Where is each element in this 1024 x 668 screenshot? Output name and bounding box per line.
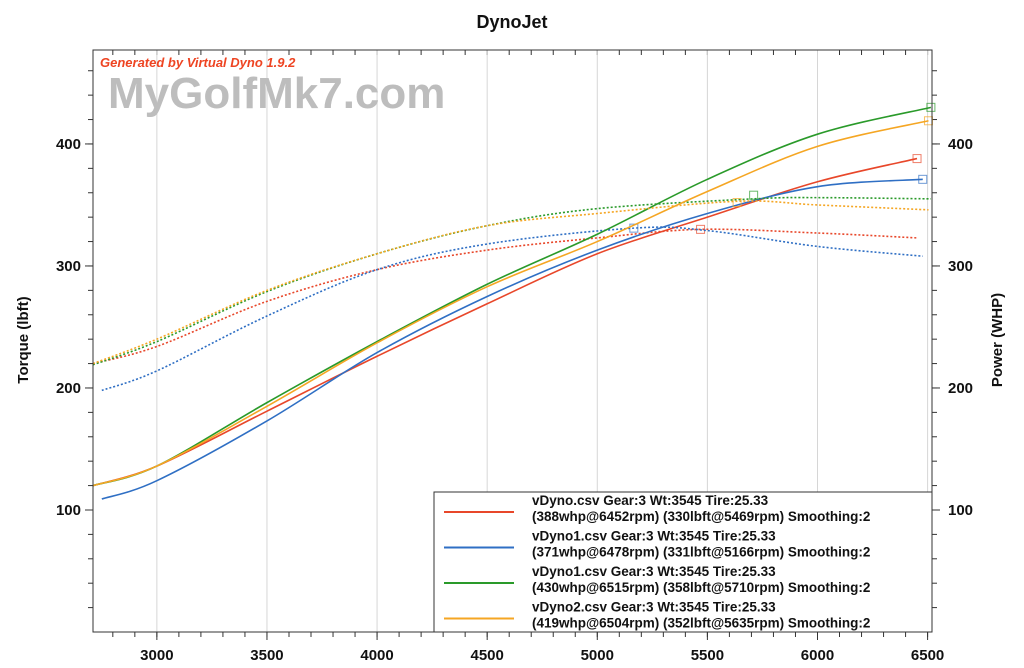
legend-label-detail: (371whp@6478rpm) (331lbft@5166rpm) Smoot… bbox=[532, 545, 870, 560]
power-line-1 bbox=[101, 178, 923, 500]
torque-line-3 bbox=[92, 200, 929, 365]
y-left-tick-label: 100 bbox=[56, 502, 81, 519]
legend-label: vDyno2.csv Gear:3 Wt:3545 Tire:25.33 bbox=[532, 600, 776, 615]
x-tick-label: 3500 bbox=[250, 647, 283, 664]
y-right-tick-label: 400 bbox=[948, 136, 973, 153]
peak-torque-marker bbox=[732, 198, 742, 208]
chart-title: DynoJet bbox=[476, 12, 547, 32]
x-tick-label: 3000 bbox=[140, 647, 173, 664]
legend-label: vDyno1.csv Gear:3 Wt:3545 Tire:25.33 bbox=[532, 529, 776, 544]
peak-torque-marker bbox=[749, 190, 759, 200]
y-axis-right-label: Power (WHP) bbox=[989, 293, 1006, 387]
x-tick-label: 5000 bbox=[581, 647, 614, 664]
y-axis-left-label: Torque (lbft) bbox=[15, 296, 32, 383]
legend-box bbox=[433, 491, 933, 633]
y-left-tick-label: 200 bbox=[56, 380, 81, 397]
y-right-tick-label: 300 bbox=[948, 258, 973, 275]
x-tick-label: 4000 bbox=[360, 647, 393, 664]
y-left-tick-label: 400 bbox=[56, 136, 81, 153]
peak-torque-marker bbox=[629, 223, 639, 233]
watermark: MyGolfMk7.com bbox=[108, 69, 445, 118]
legend-label: vDyno1.csv Gear:3 Wt:3545 Tire:25.33 bbox=[532, 564, 776, 579]
generator-annotation: Generated by Virtual Dyno 1.9.2 bbox=[100, 55, 296, 70]
y-left-tick-label: 300 bbox=[56, 258, 81, 275]
legend-label-detail: (419whp@6504rpm) (352lbft@5635rpm) Smoot… bbox=[532, 616, 870, 631]
power-line-2 bbox=[92, 106, 932, 487]
power-line-0 bbox=[92, 157, 918, 487]
legend: vDyno.csv Gear:3 Wt:3545 Tire:25.33(388w… bbox=[433, 491, 933, 633]
x-tick-label: 5500 bbox=[691, 647, 724, 664]
legend-label-detail: (430whp@6515rpm) (358lbft@5710rpm) Smoot… bbox=[532, 580, 870, 595]
legend-label-detail: (388whp@6452rpm) (330lbft@5469rpm) Smoot… bbox=[532, 509, 870, 524]
peak-power-marker bbox=[912, 154, 922, 164]
y-right-tick-label: 200 bbox=[948, 380, 973, 397]
torque-line-0 bbox=[92, 228, 918, 365]
power-line-3 bbox=[92, 119, 929, 487]
peak-power-marker bbox=[918, 174, 928, 184]
x-tick-label: 6500 bbox=[911, 647, 944, 664]
y-right-tick-label: 100 bbox=[948, 502, 973, 519]
peak-power-marker bbox=[926, 102, 936, 112]
x-tick-label: 6000 bbox=[801, 647, 834, 664]
x-tick-label: 4500 bbox=[470, 647, 503, 664]
torque-line-2 bbox=[92, 196, 931, 366]
torque-line-1 bbox=[101, 226, 923, 392]
legend-label: vDyno.csv Gear:3 Wt:3545 Tire:25.33 bbox=[532, 493, 769, 508]
